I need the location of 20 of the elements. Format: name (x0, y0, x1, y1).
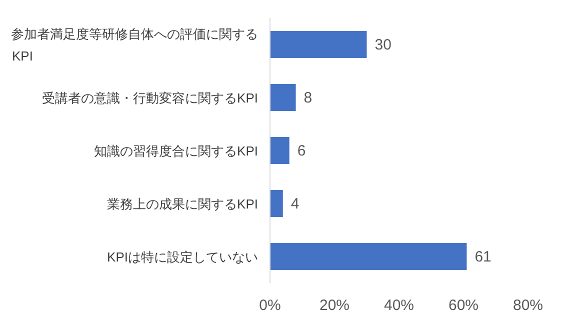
y-tick-label: 受講者の意識・行動変容に関するKPI (42, 90, 258, 106)
bar (270, 30, 367, 58)
x-tick-label: 0% (259, 297, 281, 314)
bar (270, 136, 290, 164)
data-label: 61 (474, 248, 492, 266)
y-tick-label: 知識の習得度合に関するKPI (94, 144, 258, 158)
data-label: 6 (297, 142, 306, 160)
y-tick-label: 参加者満足度等研修自体への評価に関するKPI (11, 26, 258, 64)
x-tick-label: 60% (448, 297, 479, 314)
x-tick-label: 40% (384, 297, 414, 314)
x-tick-label: 80% (512, 297, 544, 314)
data-label: 4 (290, 196, 300, 212)
y-tick-label: 業務上の成果に関するKPI (107, 196, 258, 212)
data-label: 8 (304, 90, 312, 106)
bar (270, 190, 283, 218)
x-tick-label: 20% (319, 297, 350, 314)
bar (270, 84, 296, 112)
bar (270, 242, 467, 270)
data-label: 30 (374, 36, 392, 54)
y-tick-label: KPIは特に設定していない (107, 250, 258, 264)
